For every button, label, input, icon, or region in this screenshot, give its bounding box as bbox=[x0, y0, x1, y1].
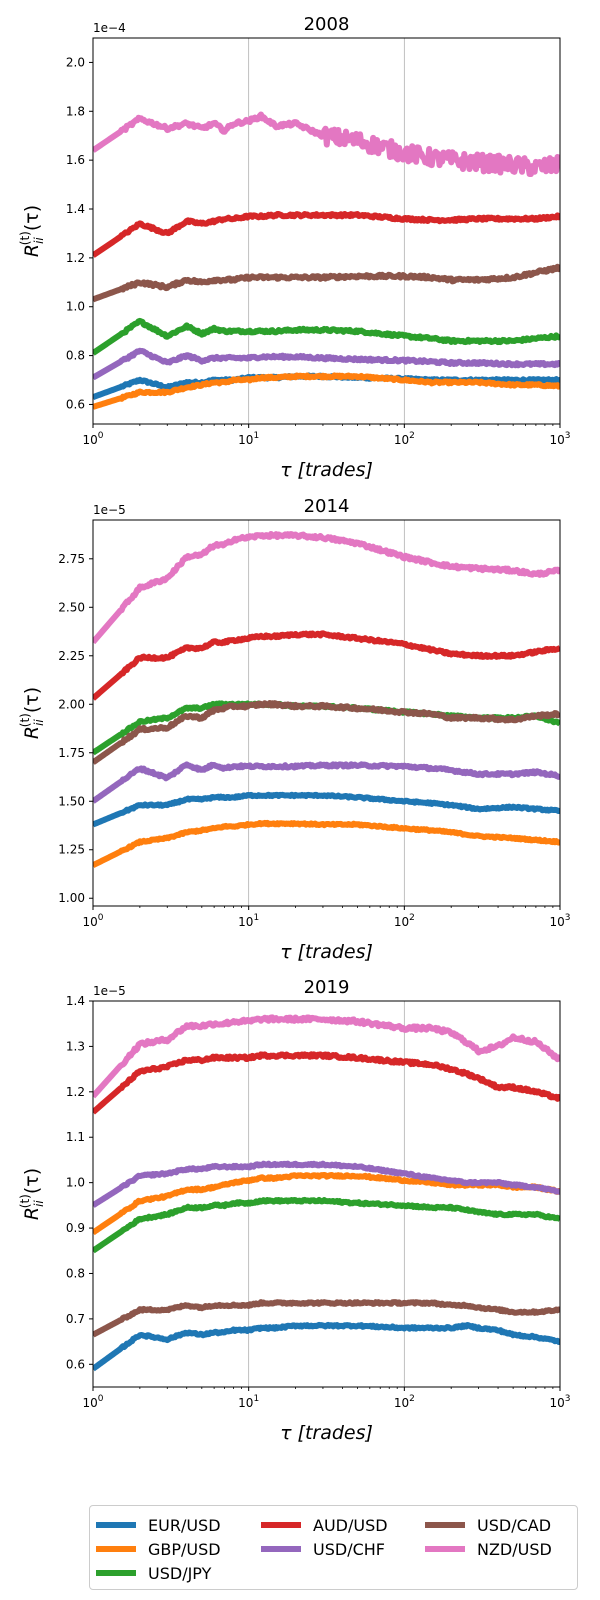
series-line-aud-usd bbox=[93, 630, 560, 701]
chart-title: 2019 bbox=[304, 977, 350, 998]
y-tick-label: 1.0 bbox=[66, 1176, 85, 1190]
y-axis-label: Rii(t)(τ) bbox=[18, 1168, 46, 1220]
chart-title: 2014 bbox=[304, 496, 350, 517]
series-line-usd-chf bbox=[93, 1160, 560, 1208]
y-tick-label: 0.9 bbox=[66, 1221, 85, 1235]
axes-frame bbox=[92, 1000, 561, 1388]
series-line-gbp-usd bbox=[93, 819, 560, 868]
x-axis-label: τ [trades] bbox=[280, 1422, 373, 1444]
y-tick-label: 1.75 bbox=[58, 746, 85, 760]
legend-label-eur-usd: EUR/USD bbox=[148, 1515, 221, 1535]
legend-swatch-usd-cad bbox=[425, 1522, 465, 1528]
legend-item-eur-usd: EUR/USD bbox=[96, 1514, 221, 1536]
legend-label-usd-cad: USD/CAD bbox=[477, 1515, 552, 1535]
chart-panel-2014: 100 101 102 103 1.00 1.25 1.50 1.75 2.00 2.25 2.50… bbox=[18, 496, 571, 963]
series-line-usd-chf bbox=[93, 761, 560, 804]
legend-label-nzd-usd: NZD/USD bbox=[477, 1539, 552, 1559]
series-line-usd-jpy bbox=[93, 1196, 560, 1254]
legend-label-usd-jpy: USD/JPY bbox=[148, 1563, 212, 1583]
y-multiplier-label: 1e−5 bbox=[93, 984, 126, 998]
series-line-usd-cad bbox=[93, 700, 560, 765]
series-group bbox=[93, 1014, 560, 1372]
legend-swatch-eur-usd bbox=[96, 1522, 136, 1528]
legend-item-usd-cad: USD/CAD bbox=[425, 1514, 551, 1536]
y-tick-label: 1.0 bbox=[66, 300, 85, 314]
legend-item-usd-chf: USD/CHF bbox=[261, 1538, 385, 1560]
x-axis-label: τ [trades] bbox=[280, 941, 373, 963]
x-tick-label: 102 bbox=[394, 1394, 415, 1410]
y-tick-label: 1.00 bbox=[58, 891, 85, 905]
chart-panel-2008: 100 101 102 103 0.6 0.8 1.0 1.2 1.4 1.6 1.8 2.0 1e−4… bbox=[18, 14, 571, 481]
y-axis-label: Rii(t)(τ) bbox=[18, 687, 46, 739]
y-tick-label: 1.4 bbox=[66, 994, 85, 1008]
series-line-nzd-usd bbox=[93, 111, 560, 177]
chart-panel-2019: 100 101 102 103 0.6 0.7 0.8 0.9 1.0 1.1 1.2 1.3 1.4 1… bbox=[18, 977, 571, 1444]
chart-title: 2008 bbox=[304, 14, 350, 35]
x-tick-label: 103 bbox=[549, 431, 570, 447]
x-tick-label: 102 bbox=[394, 913, 415, 929]
series-line-usd-cad bbox=[93, 1299, 560, 1338]
legend-item-gbp-usd: GBP/USD bbox=[96, 1538, 221, 1560]
y-tick-label: 1.4 bbox=[66, 202, 85, 216]
y-tick-label: 2.25 bbox=[58, 649, 85, 663]
legend: EUR/USD GBP/USD USD/JPY AUD/USD USD/CHF … bbox=[89, 1505, 578, 1590]
x-axis-label: τ [trades] bbox=[280, 459, 373, 481]
y-tick-label: 1.3 bbox=[66, 1039, 85, 1053]
legend-label-gbp-usd: GBP/USD bbox=[148, 1539, 221, 1559]
y-tick-label: 2.50 bbox=[58, 600, 85, 614]
legend-swatch-gbp-usd bbox=[96, 1546, 136, 1552]
x-tick-label: 100 bbox=[82, 1394, 103, 1410]
y-tick-label: 2.00 bbox=[58, 697, 85, 711]
series-line-usd-chf bbox=[93, 347, 560, 381]
legend-item-nzd-usd: NZD/USD bbox=[425, 1538, 552, 1560]
legend-swatch-nzd-usd bbox=[425, 1546, 465, 1552]
y-tick-label: 2.75 bbox=[58, 552, 85, 566]
x-tick-label: 101 bbox=[238, 913, 259, 929]
x-tick-label: 100 bbox=[82, 431, 103, 447]
y-tick-label: 1.6 bbox=[66, 153, 85, 167]
legend-item-aud-usd: AUD/USD bbox=[261, 1514, 388, 1536]
series-line-nzd-usd bbox=[93, 530, 560, 645]
series-line-eur-usd bbox=[93, 1321, 560, 1372]
series-group bbox=[93, 530, 560, 868]
x-tick-label: 103 bbox=[549, 1394, 570, 1410]
legend-item-usd-jpy: USD/JPY bbox=[96, 1562, 211, 1584]
series-group bbox=[93, 111, 560, 410]
y-tick-label: 0.6 bbox=[66, 1357, 85, 1371]
figure: 100 101 102 103 0.6 0.8 1.0 1.2 1.4 1.6 1.8 2.0 1e−4… bbox=[18, 14, 571, 1444]
series-line-usd-cad bbox=[93, 263, 560, 303]
y-tick-label: 0.7 bbox=[66, 1312, 85, 1326]
x-tick-label: 100 bbox=[82, 913, 103, 929]
y-tick-label: 1.1 bbox=[66, 1130, 85, 1144]
y-tick-label: 0.6 bbox=[66, 397, 85, 411]
x-tick-label: 101 bbox=[238, 431, 259, 447]
y-tick-label: 1.2 bbox=[66, 1085, 85, 1099]
series-line-nzd-usd bbox=[93, 1014, 560, 1099]
series-line-gbp-usd bbox=[93, 372, 560, 410]
x-tick-label: 103 bbox=[549, 913, 570, 929]
y-multiplier-label: 1e−4 bbox=[93, 21, 126, 35]
y-multiplier-label: 1e−5 bbox=[93, 503, 126, 517]
legend-swatch-aud-usd bbox=[261, 1522, 301, 1528]
series-line-aud-usd bbox=[93, 210, 560, 258]
y-tick-label: 0.8 bbox=[66, 1266, 85, 1280]
series-line-eur-usd bbox=[93, 791, 560, 828]
y-tick-label: 1.50 bbox=[58, 794, 85, 808]
series-line-aud-usd bbox=[93, 1051, 560, 1115]
y-tick-label: 1.8 bbox=[66, 104, 85, 118]
legend-swatch-usd-jpy bbox=[96, 1570, 136, 1576]
y-tick-label: 1.25 bbox=[58, 843, 85, 857]
axes-frame bbox=[92, 519, 561, 907]
y-tick-label: 2.0 bbox=[66, 55, 85, 69]
legend-label-aud-usd: AUD/USD bbox=[313, 1515, 388, 1535]
x-tick-label: 102 bbox=[394, 431, 415, 447]
series-line-usd-jpy bbox=[93, 317, 560, 356]
legend-label-usd-chf: USD/CHF bbox=[313, 1539, 385, 1559]
legend-swatch-usd-chf bbox=[261, 1546, 301, 1552]
y-tick-label: 0.8 bbox=[66, 349, 85, 363]
y-axis-label: Rii(t)(τ) bbox=[18, 205, 46, 257]
y-tick-label: 1.2 bbox=[66, 251, 85, 265]
axes-frame bbox=[92, 37, 561, 425]
x-tick-label: 101 bbox=[238, 1394, 259, 1410]
